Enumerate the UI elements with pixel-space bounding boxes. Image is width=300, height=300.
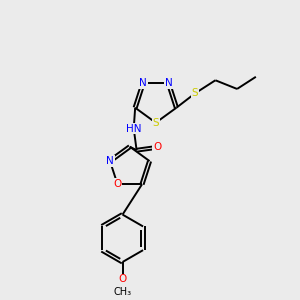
Text: N: N	[139, 79, 147, 88]
Text: O: O	[118, 274, 127, 284]
Text: O: O	[153, 142, 161, 152]
Text: N: N	[106, 156, 114, 166]
Text: O: O	[113, 179, 122, 189]
Text: HN: HN	[126, 124, 142, 134]
Text: S: S	[192, 88, 199, 98]
Text: CH₃: CH₃	[113, 287, 132, 297]
Text: N: N	[165, 79, 172, 88]
Text: S: S	[152, 118, 159, 128]
